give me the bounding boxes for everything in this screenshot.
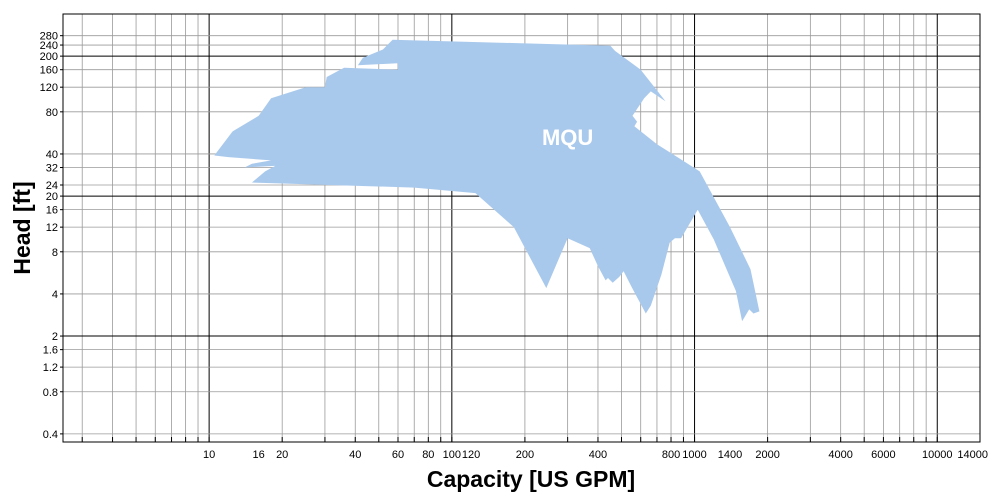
x-tick-label: 10 (203, 449, 215, 461)
y-tick-label: 0.4 (43, 429, 58, 441)
x-tick-label: 6000 (871, 449, 895, 461)
y-tick-label: 40 (46, 149, 58, 161)
series-region-mqu (214, 39, 760, 322)
y-tick-label: 1.6 (43, 345, 58, 357)
y-tick-label: 20 (46, 191, 58, 203)
x-tick-label: 14000 (957, 449, 988, 461)
y-tick-label: 200 (40, 51, 58, 63)
x-tick-label: 120 (462, 449, 480, 461)
x-tick-label: 10000 (922, 449, 953, 461)
x-tick-label: 40 (349, 449, 361, 461)
series-label: MQU (542, 125, 593, 150)
y-tick-label: 240 (40, 40, 58, 52)
y-tick-label: 12 (46, 222, 58, 234)
x-axis-title: Capacity [US GPM] (427, 466, 635, 492)
y-tick-labels: 0.40.81.21.62481216202432408012016020024… (40, 31, 63, 441)
y-tick-label: 16 (46, 205, 58, 217)
y-tick-label: 80 (46, 107, 58, 119)
y-tick-label: 1.2 (43, 362, 58, 374)
x-tick-label: 100 (443, 449, 461, 461)
x-tick-label: 16 (253, 449, 265, 461)
x-tick-label: 1000 (682, 449, 706, 461)
x-tick-label: 80 (422, 449, 434, 461)
y-tick-label: 8 (52, 247, 58, 259)
y-tick-label: 24 (46, 180, 58, 192)
x-tick-label: 20 (276, 449, 288, 461)
y-tick-label: 4 (52, 289, 58, 301)
y-tick-label: 160 (40, 65, 58, 77)
x-tick-label: 800 (662, 449, 680, 461)
x-tick-label: 400 (589, 449, 607, 461)
x-tick-label: 4000 (828, 449, 852, 461)
x-tick-label: 1400 (718, 449, 742, 461)
series-layer (214, 39, 760, 322)
x-tick-labels: 10 16 20 40 60 80 100 120 200 400 800 1000 1400 2000 4… (203, 449, 988, 461)
x-tick-label: 2000 (755, 449, 779, 461)
plot-frame (62, 13, 981, 443)
x-tick-label: 60 (392, 449, 404, 461)
series-labels: MQU (542, 125, 593, 150)
y-tick-label: 2 (52, 331, 58, 343)
y-tick-label: 0.8 (43, 387, 58, 399)
y-axis-title: Head [ft] (9, 181, 35, 274)
y-tick-label: 120 (40, 82, 58, 94)
y-tick-label: 32 (46, 163, 58, 175)
y-tick-label: 280 (40, 31, 58, 43)
x-tick-label: 200 (516, 449, 534, 461)
